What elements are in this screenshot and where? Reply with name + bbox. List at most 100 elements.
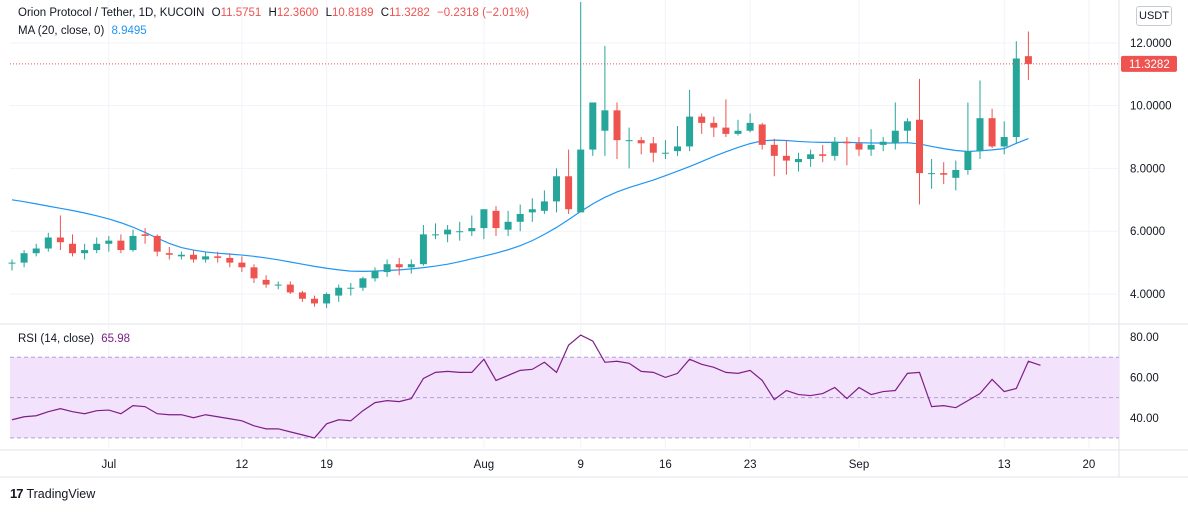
candle[interactable]: [8, 259, 16, 271]
candle[interactable]: [891, 102, 899, 150]
candle[interactable]: [722, 99, 730, 138]
candle[interactable]: [795, 152, 802, 172]
candle[interactable]: [347, 283, 355, 296]
candle[interactable]: [407, 259, 415, 274]
candle[interactable]: [553, 168, 560, 213]
candle[interactable]: [117, 234, 125, 254]
candle[interactable]: [734, 119, 742, 136]
candle[interactable]: [661, 140, 669, 159]
candles-layer[interactable]: [8, 2, 1032, 309]
candle[interactable]: [698, 113, 706, 134]
candle[interactable]: [214, 251, 222, 263]
candle-body: [105, 240, 113, 244]
candle[interactable]: [419, 224, 427, 266]
candle[interactable]: [238, 256, 246, 273]
candle[interactable]: [105, 235, 113, 252]
candle[interactable]: [770, 138, 778, 177]
candle[interactable]: [674, 126, 681, 156]
candle[interactable]: [686, 89, 694, 152]
candle[interactable]: [589, 102, 597, 156]
candle[interactable]: [528, 198, 536, 222]
candle[interactable]: [976, 80, 984, 160]
candle[interactable]: [141, 228, 149, 244]
candle[interactable]: [202, 251, 210, 263]
candle[interactable]: [807, 149, 815, 167]
candle[interactable]: [577, 2, 585, 213]
candle[interactable]: [177, 251, 185, 260]
rsi-line[interactable]: [11, 334, 1041, 439]
candle[interactable]: [952, 160, 960, 191]
candle-body: [661, 152, 669, 154]
tradingview-mark-icon: 17: [10, 486, 24, 501]
candle[interactable]: [940, 162, 948, 185]
candle[interactable]: [613, 102, 621, 159]
price-tick-label: 8.0000: [1130, 163, 1165, 175]
candle-body: [69, 243, 76, 254]
candle[interactable]: [758, 122, 766, 150]
candle[interactable]: [311, 295, 318, 307]
candle[interactable]: [274, 281, 282, 290]
time-tick-label: 23: [744, 459, 757, 471]
candle[interactable]: [1024, 31, 1032, 80]
candle[interactable]: [879, 137, 887, 152]
candle[interactable]: [44, 232, 52, 252]
candle[interactable]: [782, 140, 790, 175]
candle[interactable]: [383, 259, 391, 277]
candle[interactable]: [504, 210, 512, 236]
candle[interactable]: [855, 137, 863, 156]
candle[interactable]: [250, 264, 258, 284]
tradingview-logo[interactable]: 17 TradingView: [10, 486, 95, 501]
candle[interactable]: [69, 234, 76, 257]
candle[interactable]: [20, 250, 28, 268]
candle[interactable]: [625, 127, 633, 169]
candle[interactable]: [298, 290, 306, 302]
candle[interactable]: [819, 144, 827, 163]
candle[interactable]: [190, 250, 197, 263]
candle[interactable]: [456, 221, 464, 241]
candle[interactable]: [93, 237, 101, 254]
candle[interactable]: [226, 253, 234, 268]
candle[interactable]: [56, 215, 64, 251]
candle[interactable]: [480, 209, 488, 240]
candle[interactable]: [153, 234, 161, 257]
candle[interactable]: [916, 78, 923, 205]
candle[interactable]: [323, 292, 331, 309]
candle[interactable]: [371, 267, 379, 282]
candle[interactable]: [710, 116, 718, 138]
candle[interactable]: [32, 243, 40, 257]
candle[interactable]: [903, 118, 911, 144]
candle[interactable]: [262, 275, 270, 288]
candle[interactable]: [129, 229, 137, 252]
currency-badge[interactable]: USDT: [1136, 6, 1172, 26]
rsi-pane[interactable]: [10, 334, 1119, 439]
candle[interactable]: [843, 137, 851, 166]
candle[interactable]: [988, 108, 996, 149]
candle[interactable]: [81, 243, 89, 260]
candle[interactable]: [867, 129, 875, 156]
candle[interactable]: [335, 284, 343, 302]
candle[interactable]: [1012, 41, 1020, 144]
candle-body: [601, 110, 609, 131]
candle[interactable]: [540, 190, 548, 214]
candle[interactable]: [395, 257, 403, 276]
candle-body: [565, 176, 573, 210]
candle[interactable]: [516, 204, 524, 232]
candle[interactable]: [649, 137, 657, 163]
candle[interactable]: [492, 206, 500, 236]
candle[interactable]: [964, 102, 972, 175]
candle[interactable]: [165, 246, 173, 260]
candle[interactable]: [1000, 121, 1008, 155]
candle[interactable]: [432, 223, 439, 240]
candle[interactable]: [565, 149, 573, 214]
candle[interactable]: [286, 281, 294, 295]
candle[interactable]: [444, 224, 452, 243]
candle[interactable]: [746, 113, 754, 133]
candle[interactable]: [637, 137, 645, 155]
candle-body: [129, 235, 137, 251]
candle[interactable]: [831, 137, 839, 161]
candle[interactable]: [359, 276, 367, 291]
candle-body: [323, 294, 331, 304]
candle[interactable]: [928, 159, 936, 189]
candle[interactable]: [468, 215, 476, 236]
